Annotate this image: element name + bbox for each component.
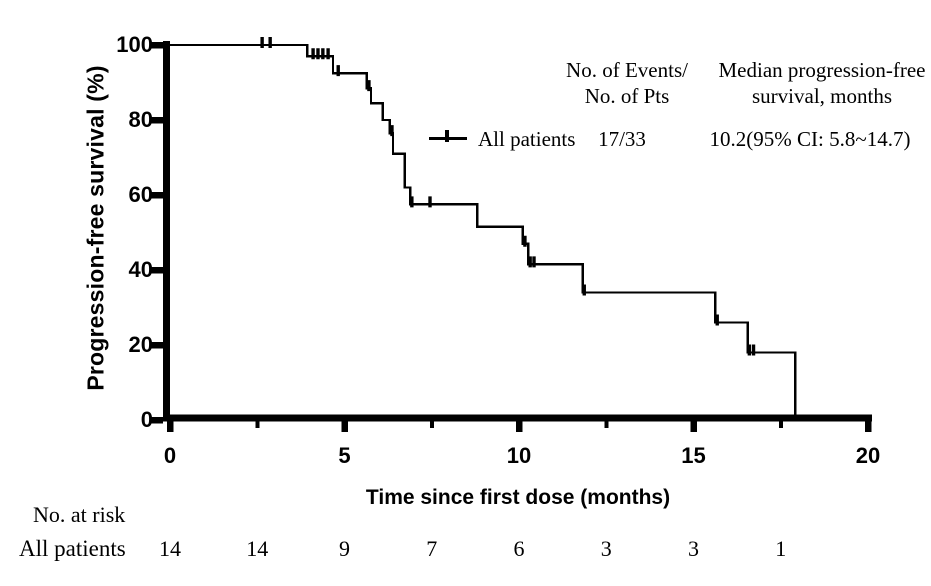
x-tick-label: 5 (338, 443, 351, 468)
risk-table-row-label: All patients (19, 536, 126, 561)
y-tick-label: 100 (116, 32, 153, 57)
risk-count: 14 (246, 536, 269, 561)
risk-count: 9 (339, 536, 350, 561)
events-header-line1: No. of Events/ (566, 58, 688, 82)
median-header-line2: survival, months (752, 84, 892, 108)
risk-count: 3 (600, 536, 612, 561)
events-header-line2: No. of Pts (584, 84, 670, 108)
median-header-line1: Median progression-free (718, 58, 926, 82)
risk-count: 7 (426, 536, 438, 561)
risk-count: 1 (775, 536, 787, 561)
risk-count: 3 (688, 536, 699, 561)
x-tick-label: 0 (163, 443, 177, 468)
risk-count: 14 (159, 536, 181, 561)
y-tick-label: 40 (128, 257, 153, 282)
x-tick-label: 15 (681, 443, 706, 468)
km-series-legend-symbol (429, 130, 467, 144)
y-tick-label: 60 (128, 182, 153, 207)
legend-events-value: 17/33 (598, 127, 646, 151)
y-tick-label: 80 (128, 107, 153, 132)
legend-series-label: All patients (478, 127, 576, 151)
x-axis-title: Time since first dose (months) (365, 486, 671, 509)
y-tick-label: 20 (128, 332, 153, 357)
y-tick-label: 0 (140, 407, 153, 432)
risk-count: 6 (513, 536, 525, 561)
legend-censor-tick-glyph (445, 130, 449, 142)
legend-median-value: 10.2(95% CI: 5.8~14.7) (709, 127, 911, 151)
risk-table-title: No. at risk (33, 502, 126, 527)
x-tick-label: 20 (855, 443, 881, 468)
x-tick-label: 10 (506, 443, 532, 468)
